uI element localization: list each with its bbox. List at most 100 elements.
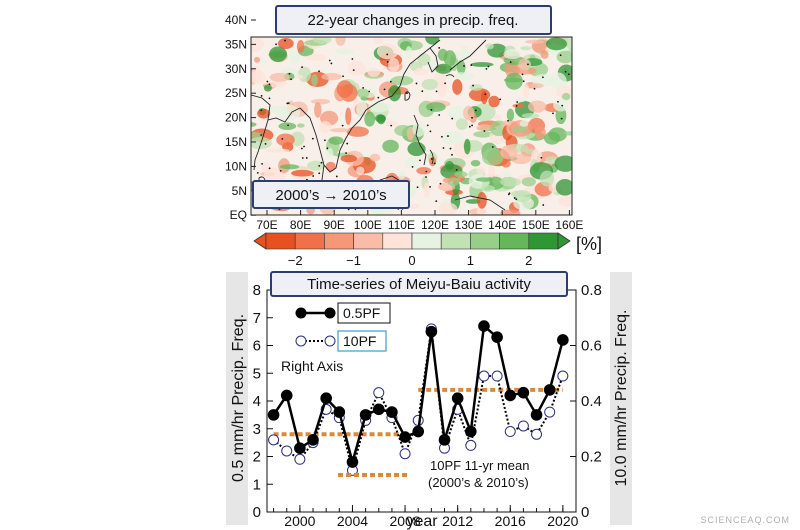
series-10pf-point — [281, 445, 293, 457]
series-0.5pf-point — [478, 320, 490, 332]
series-0.5pf-point — [530, 409, 543, 421]
colorbar-segment — [411, 232, 442, 250]
lat-tick-label: 40N — [225, 13, 247, 27]
y-axis-label-box: 0.5 mm/hr Precip. Freq. — [226, 272, 248, 525]
series-10pf-point — [373, 387, 385, 399]
lat-tick-label: 20N — [225, 111, 247, 125]
lon-tick-label: 110E — [388, 218, 415, 232]
y-axis-label: 0.5 mm/hr Precip. Freq. — [230, 314, 247, 482]
y-tick-label: 8 — [253, 282, 261, 299]
series-0.5pf-point — [372, 403, 385, 416]
lon-tick-label: 160E — [555, 218, 583, 232]
x-tick-label: 2016 — [495, 513, 526, 529]
series-10pf-point — [491, 370, 503, 382]
x-tick-label: 2020 — [547, 513, 578, 529]
x-tick-label: 2012 — [442, 513, 473, 529]
lon-tick-label: 70E — [256, 218, 277, 232]
series-10pf-point — [294, 453, 306, 465]
mean-annotation-line2: (2000’s & 2010’s) — [428, 475, 529, 490]
series-0.5pf-point — [465, 425, 477, 438]
y-right-tick-label: 0.2 — [581, 449, 602, 466]
series-0.5pf-point — [386, 406, 398, 418]
x-tick-label: 2008 — [389, 513, 420, 529]
y-right-tick-label: 0.6 — [581, 338, 602, 355]
colorbar-segment — [499, 232, 530, 250]
series-10pf-point — [504, 426, 516, 438]
series-10pf-point — [268, 434, 280, 446]
lat-tick-label: 15N — [225, 135, 247, 149]
period-label: 2000’s → 2010’s — [275, 187, 386, 204]
y-tick-label: 7 — [253, 310, 261, 327]
series-0.5pf-point — [399, 431, 411, 443]
period-label-box: 2000’s → 2010’s — [252, 180, 410, 209]
series-10pf-point — [399, 448, 411, 460]
y-right-tick-label: 0.4 — [581, 393, 602, 410]
series-0.5pf-point — [438, 434, 451, 446]
colorbar-segment — [528, 232, 559, 250]
legend: 0.5PF 10PF — [295, 302, 391, 352]
map-latitude-ticks: 40N 35N 30N 25N 20N 15N 10N 5N EQ — [225, 13, 256, 222]
series-0.5pf-point — [425, 325, 438, 338]
watermark: SCIENCEAQ.COM — [700, 515, 790, 525]
x-axis-label: year — [406, 513, 438, 530]
lon-tick-label: 100E — [354, 218, 382, 232]
legend-label-0.5pf: 0.5PF — [343, 305, 380, 321]
colorbar-ticks: −2 −1 0 1 2 — [288, 253, 533, 268]
y-tick-label: 0 — [253, 504, 261, 521]
lon-tick-label: 150E — [522, 218, 550, 232]
map-frame — [250, 36, 573, 216]
x-tick-label: 2000 — [284, 513, 315, 529]
series-0.5pf-point — [280, 389, 293, 402]
lon-tick-label: 120E — [421, 218, 449, 232]
lat-tick-label: 25N — [225, 86, 247, 100]
decadal-mean-lines — [273, 387, 563, 437]
lat-tick-label: 30N — [225, 62, 247, 76]
lon-tick-label: 140E — [488, 218, 516, 232]
colorbar-tick-label: 0 — [408, 253, 415, 268]
series-0.5pf-point — [412, 425, 425, 438]
series-10pf-point — [478, 370, 490, 382]
series-10pf-point — [557, 370, 569, 382]
colorbar-tick-label: −1 — [346, 253, 361, 268]
series-10pf-point — [531, 428, 543, 440]
x-axis-ticks: 2000 2004 2008 2012 2016 2020 — [273, 505, 579, 529]
lat-tick-label: 35N — [225, 37, 247, 51]
map-panel: 40N 35N 30N 25N 20N 15N 10N 5N EQ 70E 80E 90E 100E 1… — [225, 5, 602, 268]
series-0.5pf-point — [333, 406, 346, 418]
y-tick-label: 3 — [253, 421, 261, 438]
colorbar-segment — [294, 232, 325, 250]
series-0.5pf — [267, 320, 569, 468]
y-axis-ticks: 0 1 2 3 4 5 6 7 8 — [253, 282, 273, 521]
map-title-box: 22-year changes in precip. freq. — [275, 5, 552, 35]
colorbar-segment — [324, 232, 354, 250]
y-right-tick-label: 0 — [581, 504, 589, 521]
series-0.5pf-point — [294, 442, 306, 454]
legend-item-0.5pf: 0.5PF — [295, 302, 391, 324]
lon-tick-label: 90E — [324, 218, 345, 232]
y-right-axis-label: 10.0 mm/hr Precip. Freq. — [613, 310, 630, 487]
right-axis-note: Right Axis — [281, 358, 343, 374]
map-title: 22-year changes in precip. freq. — [308, 12, 519, 29]
lon-tick-label: 130E — [455, 218, 483, 232]
series-10pf-point — [517, 420, 529, 432]
series-0.5pf-point — [307, 434, 319, 446]
lat-tick-label: 5N — [232, 184, 247, 198]
y-right-axis-ticks: 0 0.2 0.4 0.6 0.8 — [570, 282, 602, 521]
series-10pf-point — [544, 406, 556, 418]
series-0.5pf-point — [504, 389, 517, 402]
y-right-tick-label: 0.8 — [581, 282, 602, 299]
colorbar-unit: [%] — [576, 234, 602, 254]
colorbar-segment — [265, 232, 296, 250]
legend-item-10pf: 10PF — [295, 330, 387, 352]
chart-title: Time-series of Meiyu-Baiu activity — [307, 276, 531, 293]
map-longitude-ticks: 70E 80E 90E 100E 110E 120E 130E 140E 150E 160E — [256, 210, 583, 232]
lat-tick-label: 10N — [225, 159, 247, 173]
y-tick-label: 4 — [253, 393, 261, 410]
x-tick-label: 2004 — [337, 513, 368, 529]
y-tick-label: 1 — [253, 476, 261, 493]
colorbar-segment — [470, 232, 500, 250]
y-tick-label: 6 — [253, 338, 261, 355]
series-0.5pf-point — [359, 409, 372, 421]
series-0.5pf-point — [267, 409, 280, 421]
